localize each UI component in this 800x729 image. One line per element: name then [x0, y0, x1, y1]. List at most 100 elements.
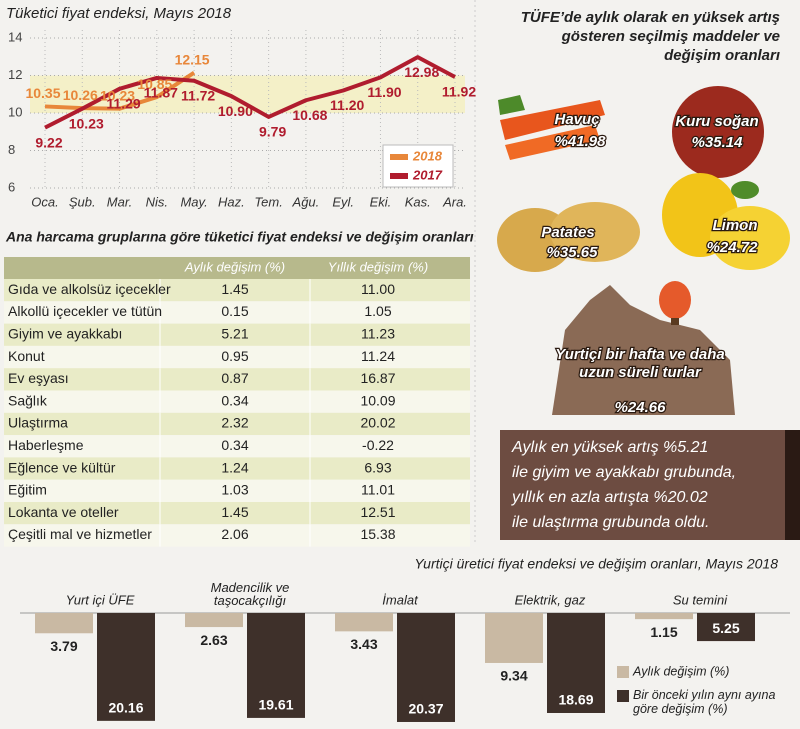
data-label: 9.34: [500, 668, 527, 684]
lemon: [710, 206, 790, 270]
balloon-basket: [671, 318, 679, 325]
x-tick-label: Mar.: [107, 194, 133, 209]
data-label: 11.90: [367, 84, 401, 100]
data-label: 2.63: [200, 632, 227, 648]
x-tick-label: Ara.: [442, 194, 467, 209]
produce-illustrations: [497, 86, 790, 415]
data-label: 18.69: [558, 692, 593, 708]
category-label: Su temini: [673, 592, 728, 607]
table-cell: Konut: [8, 348, 45, 364]
table-cell: 1.24: [221, 459, 248, 475]
table-cell: 6.93: [364, 459, 391, 475]
table-cell: 2.32: [221, 415, 248, 431]
table-cell: Alkollü içecekler ve tütün: [8, 303, 162, 319]
table-row-bg: [4, 435, 470, 458]
table-row-bg: [4, 368, 470, 391]
data-label: 11.92: [442, 84, 476, 100]
data-label: 10.90: [218, 103, 253, 119]
bar: [697, 613, 755, 642]
note-edge: [785, 430, 800, 540]
table-row-bg: [4, 279, 470, 302]
carrot: [505, 125, 600, 160]
lemon-leaf: [731, 181, 759, 199]
table-cell: 12.51: [360, 504, 395, 520]
legend-label: 2018: [412, 148, 443, 163]
item-name: Yurtiçi bir hafta ve daha uzun süreli tur…: [555, 346, 725, 381]
data-label: 5.25: [712, 620, 739, 636]
data-label: 10.23: [100, 87, 135, 103]
data-label: 9.79: [259, 124, 286, 140]
data-label: 12.98: [404, 64, 439, 80]
table-header: Aylık değişim (%): [184, 259, 285, 274]
bar: [397, 613, 455, 722]
item-name: Limon: [713, 217, 758, 234]
y-tick-label: 8: [8, 142, 15, 157]
bar: [485, 613, 543, 663]
bar: [335, 613, 393, 632]
x-tick-label: May.: [180, 194, 207, 209]
table-cell: -0.22: [362, 437, 394, 453]
data-label: 11.29: [106, 96, 140, 112]
item-value: %24.72: [707, 239, 759, 256]
legend-swatch: [617, 690, 629, 702]
y-tick-label: 10: [8, 104, 22, 119]
table-row-bg: [4, 301, 470, 324]
x-tick-label: Şub.: [69, 194, 96, 209]
table-cell: 0.34: [221, 392, 248, 408]
table-cell: 1.03: [221, 482, 248, 498]
x-tick-label: Kas.: [405, 194, 431, 209]
y-tick-label: 12: [8, 67, 22, 82]
table-row-bg: [4, 412, 470, 436]
x-tick-label: Eki.: [370, 194, 392, 209]
item-name: Kuru soğan: [675, 113, 758, 130]
table-cell: 16.87: [360, 370, 395, 386]
table-row-bg: [4, 390, 470, 413]
data-label: 3.79: [50, 638, 77, 654]
category-label: İmalat: [382, 592, 419, 607]
table-cell: 1.45: [221, 504, 248, 520]
data-label: 10.26: [63, 87, 98, 103]
table-title: Ana harcama gruplarına göre tüketici fiy…: [5, 229, 474, 245]
x-tick-label: Haz.: [218, 194, 245, 209]
table-row-bg: [4, 457, 470, 480]
x-tick-label: Oca.: [31, 194, 58, 209]
legend-swatch: [390, 173, 408, 179]
x-tick-label: Tem.: [254, 194, 282, 209]
rocks: [552, 285, 735, 415]
x-tick-label: Eyl.: [332, 194, 354, 209]
carrot-leaves: [498, 95, 525, 115]
chart-title: Tüketici fiyat endeksi, Mayıs 2018: [6, 5, 232, 22]
data-label: 12.15: [175, 51, 210, 67]
legend-swatch: [390, 154, 408, 160]
table-cell: 1.45: [221, 281, 248, 297]
table-cell: 10.09: [360, 392, 395, 408]
item-name: Havuç: [554, 111, 600, 128]
bar: [35, 613, 93, 634]
table-cell: 11.24: [361, 348, 395, 364]
data-label: 3.43: [350, 636, 377, 652]
table-cell: Sağlık: [8, 392, 48, 408]
table-cell: Ulaştırma: [8, 415, 68, 431]
table-cell: Ev eşyası: [8, 370, 69, 386]
x-tick-label: Ağu.: [292, 194, 320, 209]
bar: [547, 613, 605, 713]
onion: [672, 86, 764, 178]
items-title: TÜFE’de aylık olarak en yüksek artış göst…: [521, 9, 780, 64]
table-row-bg: [4, 323, 470, 346]
series-line: [44, 71, 196, 111]
item-value: %35.65: [547, 244, 599, 261]
item-value: %41.98: [555, 133, 607, 150]
bar: [635, 613, 693, 620]
table-cell: Çeşitli mal ve hizmetler: [8, 526, 152, 542]
table-header: Yıllık değişim (%): [328, 259, 428, 274]
table-header-bg: [4, 257, 470, 279]
note-box: [500, 430, 800, 540]
legend-label: 2017: [412, 167, 443, 182]
table-cell: Eğlence ve kültür: [8, 459, 116, 475]
table-cell: Gıda ve alkolsüz içecekler: [8, 281, 171, 297]
balloon: [659, 281, 691, 319]
item-value: %35.14: [692, 134, 744, 151]
data-label: 20.37: [408, 701, 443, 717]
table-row-bg: [4, 479, 470, 502]
